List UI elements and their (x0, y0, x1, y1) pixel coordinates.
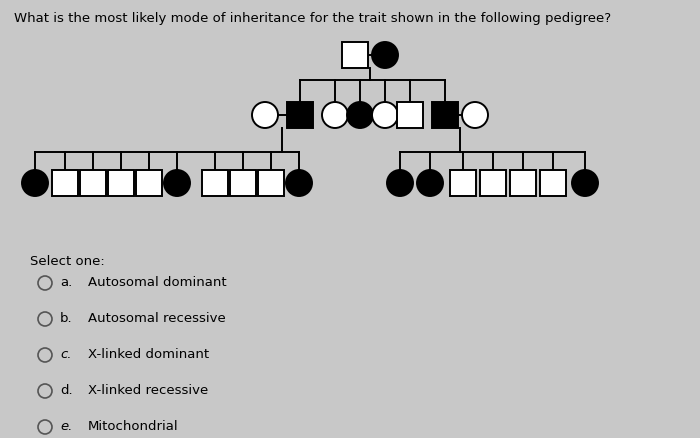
Ellipse shape (462, 102, 488, 128)
Text: b.: b. (60, 312, 73, 325)
Text: e.: e. (60, 420, 72, 434)
Bar (136, 170, 162, 196)
Text: a.: a. (60, 276, 72, 290)
Ellipse shape (322, 102, 348, 128)
Ellipse shape (347, 102, 373, 128)
Ellipse shape (286, 170, 312, 196)
Bar (52, 170, 78, 196)
Text: Autosomal dominant: Autosomal dominant (88, 276, 227, 290)
Text: c.: c. (60, 349, 71, 361)
Text: Select one:: Select one: (30, 255, 105, 268)
Text: Mitochondrial: Mitochondrial (88, 420, 178, 434)
Bar (80, 170, 106, 196)
Text: Autosomal recessive: Autosomal recessive (88, 312, 225, 325)
Text: X-linked recessive: X-linked recessive (88, 385, 209, 398)
Bar (397, 102, 423, 128)
Ellipse shape (164, 170, 190, 196)
Bar (450, 170, 476, 196)
Ellipse shape (372, 42, 398, 68)
Text: What is the most likely mode of inheritance for the trait shown in the following: What is the most likely mode of inherita… (14, 12, 611, 25)
Ellipse shape (372, 102, 398, 128)
Ellipse shape (22, 170, 48, 196)
Bar (258, 170, 284, 196)
Bar (342, 42, 368, 68)
Bar (510, 170, 536, 196)
Bar (202, 170, 228, 196)
Bar (480, 170, 506, 196)
Bar (287, 102, 313, 128)
Ellipse shape (252, 102, 278, 128)
Bar (230, 170, 256, 196)
Bar (432, 102, 458, 128)
Bar (108, 170, 134, 196)
Ellipse shape (387, 170, 413, 196)
Bar (540, 170, 566, 196)
Text: d.: d. (60, 385, 73, 398)
Ellipse shape (572, 170, 598, 196)
Text: X-linked dominant: X-linked dominant (88, 349, 209, 361)
Ellipse shape (417, 170, 443, 196)
